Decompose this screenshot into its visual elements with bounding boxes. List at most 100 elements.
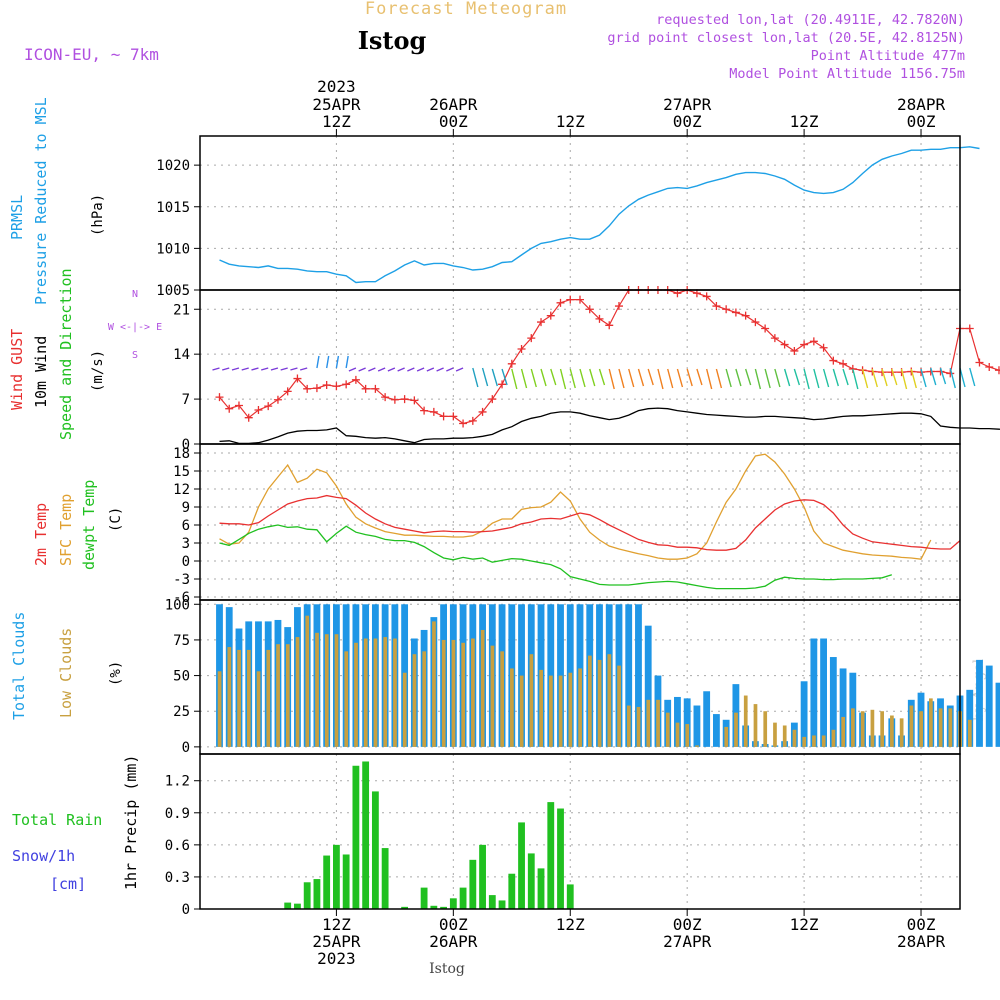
wind-gust-marker [761, 324, 770, 333]
wind-direction-arrow [231, 367, 240, 371]
temp-tick-label: -6 [173, 590, 190, 606]
wind-direction-arrow [579, 368, 586, 388]
bottom-axis-label: 00Z [673, 915, 702, 934]
wind-tick-label: 0 [182, 437, 190, 453]
wind-gust-marker [361, 384, 370, 393]
wind-gust-marker [566, 295, 575, 304]
wind-direction-arrow [501, 368, 508, 386]
model-label: ICON-EU, ~ 7km [24, 45, 159, 64]
wind-direction-arrow [861, 368, 869, 389]
rain-bar [469, 859, 477, 909]
low-cloud-bar [763, 711, 768, 747]
bottom-axis-label: 12Z [790, 915, 819, 934]
low-cloud-bar [753, 704, 758, 747]
wind-direction-arrow [455, 367, 464, 372]
wind-direction-arrow [803, 368, 810, 390]
temp-tick-label: 3 [182, 536, 190, 552]
low-cloud-bar [773, 722, 777, 747]
wind-gust-marker [429, 407, 438, 416]
top-axis-label: 00Z [907, 112, 936, 131]
wind-gust-marker [507, 359, 516, 368]
low-cloud-bar [558, 675, 563, 747]
low-cloud-bar [597, 659, 602, 747]
low-cloud-bar [626, 705, 631, 747]
wind-panel-labels: Wind GUST 10m Wind Speed and Direction (… [8, 268, 162, 440]
top-axis-label: 12Z [556, 112, 585, 131]
wind-direction-arrow [657, 368, 664, 390]
cloud-tick-label: 50 [173, 669, 190, 685]
wind-direction-arrow [407, 367, 415, 372]
rain-bar [498, 900, 506, 909]
temp-tick-label: 9 [182, 500, 190, 516]
wind-gust-marker [244, 413, 253, 422]
wind-gust-marker [605, 321, 614, 330]
wind-direction-arrow [686, 368, 693, 387]
low-cloud-bar [383, 637, 388, 747]
wind-gust-marker [595, 314, 604, 323]
low-cloud-bar [315, 632, 319, 747]
wind-direction-arrow [416, 367, 425, 372]
temp-unit-label: (C) [108, 507, 124, 532]
low-cloud-bar [461, 642, 466, 747]
wind-gust-marker [790, 346, 799, 355]
pressure-tick-label: 1010 [156, 241, 190, 257]
temp-tick-label: 12 [173, 482, 190, 498]
wind-direction-arrow [920, 368, 927, 388]
rain-bar [313, 879, 321, 909]
low-cloud-bar [305, 615, 310, 747]
bottom-axis-label: 27APR [663, 932, 712, 951]
wind-direction-arrow [881, 368, 888, 387]
rain-bar [303, 882, 311, 909]
low-clouds-label: Low Clouds [57, 628, 75, 718]
wind-gust-marker [614, 302, 623, 311]
low-cloud-bar [295, 637, 300, 747]
rain-bar [284, 902, 292, 909]
low-cloud-bar [587, 655, 592, 747]
pressure-tick-label: 1015 [156, 200, 190, 216]
compass-west-east: W <-|-> E [108, 322, 162, 333]
wind-gust-marker [351, 375, 360, 384]
wind-direction-arrow [783, 368, 791, 387]
low-cloud-bar [422, 651, 427, 747]
wind-direction-arrow [251, 367, 259, 371]
wind-direction-arrow [628, 368, 635, 388]
top-axis-label: 28APR [897, 95, 946, 114]
wind-gust-marker [994, 366, 1000, 375]
wind-tick-label: 21 [173, 302, 190, 318]
wind-gust-marker [576, 295, 584, 304]
wind-gust-marker [225, 404, 234, 413]
low-cloud-bar [675, 722, 680, 747]
wind-gust-marker [449, 412, 458, 421]
wind-direction-arrow [696, 368, 703, 386]
wind-gust-marker [585, 305, 594, 314]
rain-bar [352, 765, 360, 909]
rain-bar [527, 853, 535, 909]
top-axis-label: 00Z [673, 112, 702, 131]
low-cloud-bar [373, 638, 378, 747]
total-cloud-bar [995, 682, 1000, 747]
wind-gust-marker [731, 308, 740, 317]
low-cloud-bar [549, 675, 553, 747]
low-cloud-bar [821, 735, 826, 747]
wind-gust-marker [839, 359, 848, 368]
rain-bar [566, 884, 574, 909]
low-cloud-bar [500, 651, 504, 747]
precip-tick-label: 0 [182, 902, 190, 918]
rain-bar [362, 761, 370, 909]
low-cloud-bar [578, 668, 582, 747]
low-cloud-bar [519, 675, 524, 747]
wind-gust-marker [975, 358, 984, 367]
wind-gust-marker [478, 407, 487, 416]
precip-tick-label: 1.2 [165, 774, 190, 790]
total-rain-label: Total Rain [12, 811, 102, 829]
wind-gust-marker [517, 345, 526, 354]
rain-bar [430, 905, 438, 909]
wind-gust-label: Wind GUST [8, 329, 26, 410]
wind-direction-arrow [511, 368, 518, 390]
grid-point-coords: grid point closest lon,lat (20.5E, 42.81… [607, 30, 965, 46]
wind-direction-arrow [715, 368, 723, 389]
wind-gust-marker [215, 393, 224, 402]
wind-direction-arrow [569, 368, 576, 389]
low-cloud-bar [276, 644, 280, 747]
wind-direction-arrow [793, 368, 801, 386]
